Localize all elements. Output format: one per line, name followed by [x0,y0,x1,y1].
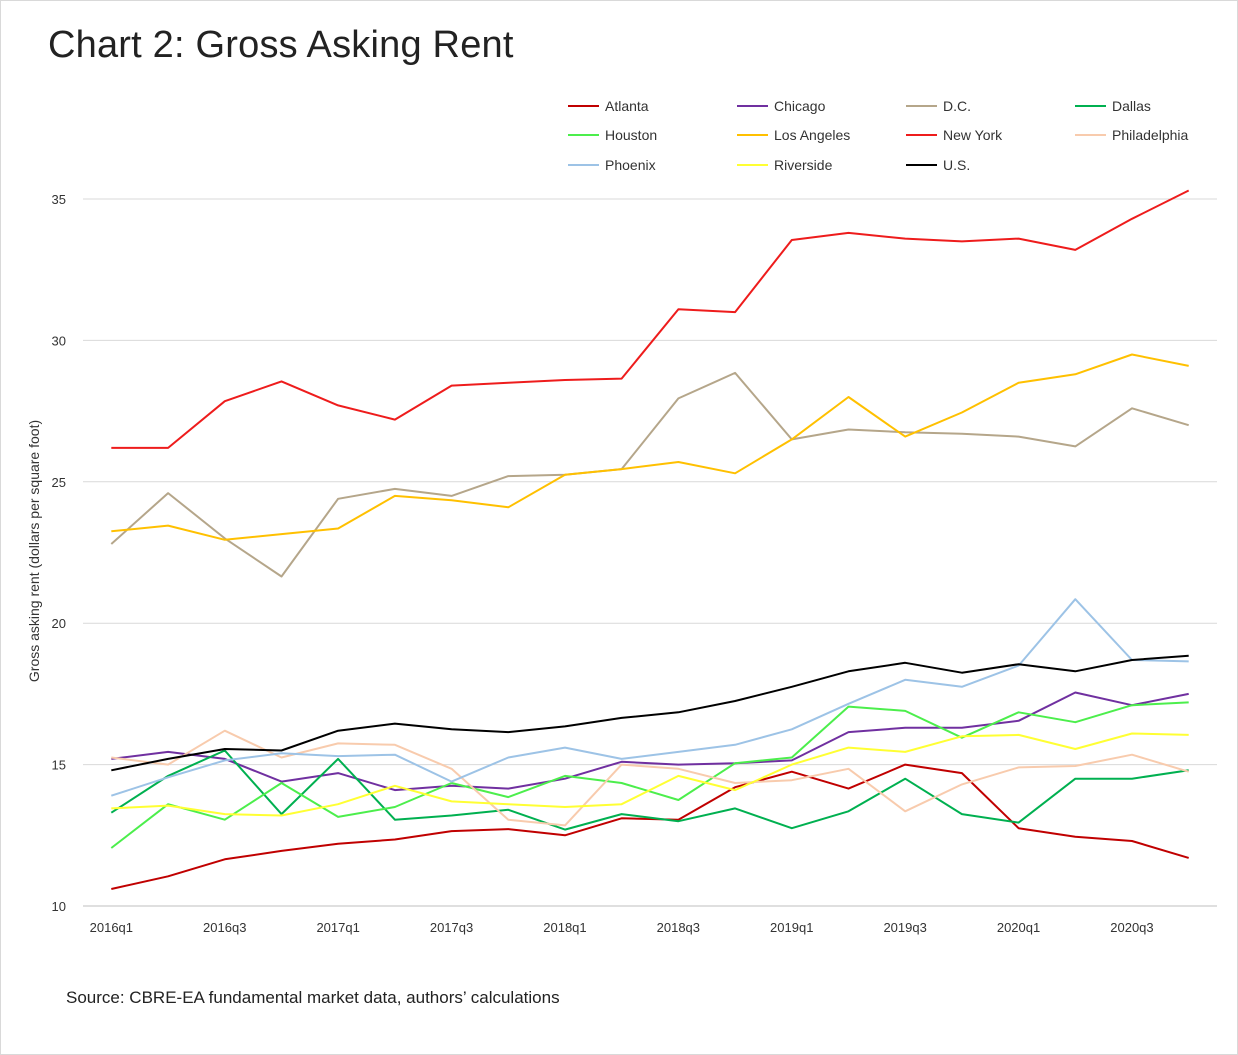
legend-label-los-angeles: Los Angeles [774,127,850,143]
axes: 10 15 20 25 30 35 2016q1 2016q3 2017q1 2017q3 2018… [52,192,1154,935]
series-line-los-angeles [111,353,1189,541]
y-tick-label: 35 [52,192,66,207]
y-tick-label: 25 [52,475,66,490]
series-line-chicago [111,691,1189,792]
series-line-houston [110,701,1189,849]
series-line-d-c [110,371,1189,578]
series-line-u-s [111,654,1189,772]
source-note: Source: CBRE-EA fundamental market data,… [66,988,560,1007]
chart-title: Chart 2: Gross Asking Rent [48,24,514,66]
legend-label-phoenix: Phoenix [605,157,656,173]
series-line-philadelphia [111,729,1189,827]
y-axis-label: Gross asking rent (dollars per square fo… [26,420,42,682]
series-line-atlanta [111,763,1189,890]
y-tick-label: 30 [52,333,66,348]
gridlines [83,198,1217,907]
legend-label-chicago: Chicago [774,98,826,114]
x-tick-label: 2018q3 [657,920,700,935]
x-tick-label: 2016q1 [90,920,133,935]
legend-label-dallas: Dallas [1112,98,1151,114]
x-tick-label: 2017q3 [430,920,473,935]
series-lines [110,189,1190,890]
x-tick-label: 2018q1 [543,920,586,935]
legend-label-new-york: New York [943,127,1003,143]
legend-label-houston: Houston [605,127,657,143]
x-tick-label: 2017q1 [316,920,359,935]
legend: Atlanta Chicago D.C. Dallas Houston Los Angel… [568,98,1188,173]
y-tick-label: 15 [52,758,66,773]
series-line-new-york [111,189,1190,449]
x-tick-label: 2020q3 [1110,920,1153,935]
series-line-dallas [110,749,1189,831]
x-tick-label: 2019q1 [770,920,813,935]
y-tick-label: 10 [52,899,66,914]
y-tick-label: 20 [52,616,66,631]
series-line-riverside [111,732,1189,817]
series-line-phoenix [110,598,1189,797]
x-tick-label: 2020q1 [997,920,1040,935]
legend-label-philadelphia: Philadelphia [1112,127,1188,143]
legend-label-atlanta: Atlanta [605,98,649,114]
legend-label-u-s: U.S. [943,157,970,173]
legend-label-riverside: Riverside [774,157,833,173]
x-tick-label: 2019q3 [883,920,926,935]
legend-label-d-c: D.C. [943,98,971,114]
x-tick-label: 2016q3 [203,920,246,935]
